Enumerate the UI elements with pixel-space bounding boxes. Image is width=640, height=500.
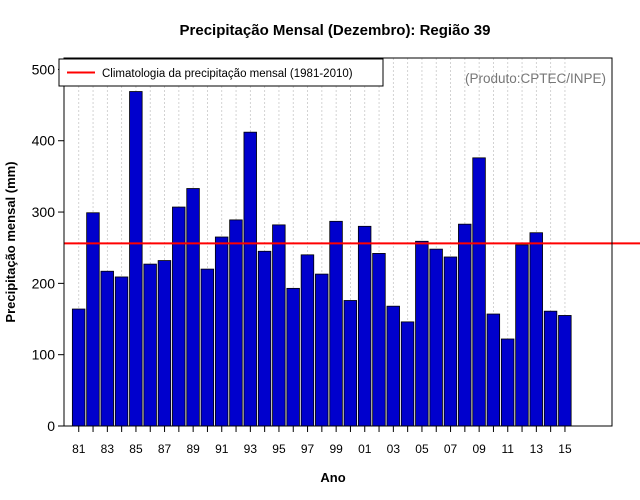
bar-87 <box>157 260 172 427</box>
x-tick-label: 83 <box>101 442 115 456</box>
bar-05 <box>415 240 429 427</box>
bar-07 <box>443 256 458 427</box>
x-tick-label: 93 <box>244 442 258 456</box>
x-tick-label: 89 <box>186 442 200 456</box>
bar-88 <box>172 206 186 427</box>
legend-box <box>58 58 384 87</box>
y-tick-label: 200 <box>32 275 56 291</box>
bar-04 <box>400 321 415 427</box>
bar-84 <box>114 276 129 427</box>
bar-81 <box>71 308 86 427</box>
bar-99 <box>329 220 343 427</box>
y-tick-label: 400 <box>32 133 56 149</box>
bar-15 <box>558 315 572 427</box>
x-tick-label: 01 <box>358 442 372 456</box>
plot-frame <box>63 57 613 427</box>
legend-entry-climatology: Climatologia da precipitação mensal (198… <box>102 68 353 80</box>
x-tick-label: 05 <box>415 442 429 456</box>
x-tick-label: 85 <box>129 442 143 456</box>
x-tick-label: 95 <box>272 442 286 456</box>
bar-06 <box>429 248 443 427</box>
bar-95 <box>272 224 286 427</box>
x-tick-label: 99 <box>329 442 343 456</box>
bar-01 <box>357 225 372 427</box>
bar-96 <box>286 287 300 427</box>
x-tick-label: 97 <box>301 442 315 456</box>
bar-83 <box>100 270 114 427</box>
bar-97 <box>300 254 315 427</box>
y-tick-label: 0 <box>47 418 55 434</box>
x-tick-label: 87 <box>158 442 172 456</box>
bar-03 <box>386 305 400 427</box>
bar-94 <box>257 250 272 427</box>
bar-98 <box>315 273 329 427</box>
x-tick-label: 91 <box>215 442 229 456</box>
bar-91 <box>214 236 229 427</box>
x-tick-label: 13 <box>530 442 544 456</box>
legend: Climatologia da precipitação mensal (198… <box>58 58 384 87</box>
bar-14 <box>543 310 558 427</box>
x-tick-label: 07 <box>444 442 458 456</box>
x-tick-label: 11 <box>502 442 515 456</box>
product-annotation: (Produto:CPTEC/INPE) <box>465 71 606 86</box>
x-axis-label: Ano <box>320 470 345 485</box>
bar-92 <box>229 219 243 427</box>
bar-02 <box>372 253 386 427</box>
bar-89 <box>186 188 200 427</box>
y-tick-label: 300 <box>32 204 56 220</box>
bar-82 <box>86 212 100 427</box>
bar-08 <box>458 223 472 427</box>
bar-13 <box>529 232 543 427</box>
y-axis-label: Precipitação mensal (mm) <box>3 161 18 322</box>
y-tick-label: 500 <box>32 61 56 77</box>
chart-title: Precipitação Mensal (Dezembro): Região 3… <box>180 22 491 39</box>
bar-85 <box>129 91 143 427</box>
bar-12 <box>515 244 529 427</box>
bar-90 <box>200 268 215 427</box>
bar-11 <box>500 338 515 427</box>
bar-93 <box>243 131 257 427</box>
x-tick-label: 03 <box>387 442 401 456</box>
y-axis: 0 100 200 300 400 500 <box>32 61 64 434</box>
x-tick-label: 15 <box>558 442 572 456</box>
x-tick-label: 81 <box>72 442 86 456</box>
bar-09 <box>472 157 486 427</box>
bar-10 <box>486 313 501 427</box>
bar-00 <box>343 300 358 427</box>
bar-86 <box>143 263 157 427</box>
y-tick-label: 100 <box>32 347 56 363</box>
x-tick-label: 09 <box>472 442 486 456</box>
x-axis: 81 83 85 87 89 91 93 95 97 99 01 03 05 07 09 11 13 15 <box>72 426 572 456</box>
